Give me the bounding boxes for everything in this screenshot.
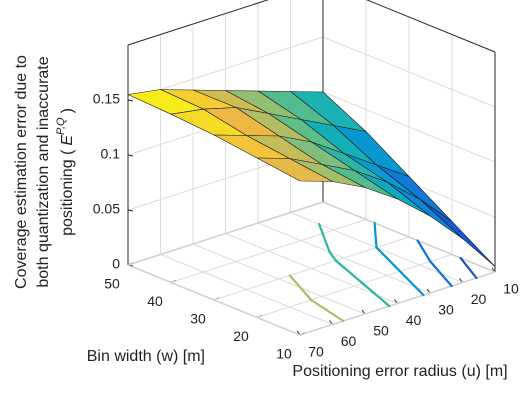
x-tick-label: 60 <box>341 333 357 349</box>
contour-line <box>288 274 302 289</box>
contour-line <box>414 286 425 297</box>
contour-line <box>361 282 378 296</box>
z-axis-label: both quantization and inaccurate <box>35 56 52 287</box>
labels: Bin width (w) [m] Positioning error radi… <box>13 55 519 380</box>
y-tick-label: 50 <box>104 276 120 292</box>
z-label-sup: P,Q <box>55 117 67 135</box>
x-axis-label: Positioning error radius (u) [m] <box>292 363 507 380</box>
z-label-text: positioning ( <box>59 149 76 236</box>
grid-line <box>299 271 496 336</box>
y-tick-label: 10 <box>276 346 292 362</box>
tick-mark <box>127 99 134 102</box>
contour-line <box>299 286 313 302</box>
contour-line <box>429 260 443 275</box>
axis-line <box>365 0 496 53</box>
axis-line <box>127 0 269 46</box>
tick-mark <box>127 154 134 157</box>
grid-line <box>170 219 367 283</box>
tick-mark <box>127 209 134 212</box>
contour-line <box>310 298 345 323</box>
x-tick-label: 70 <box>308 344 324 360</box>
z-axis-label: Coverage estimation error due to <box>13 55 30 289</box>
x-tick-label: 40 <box>406 312 422 328</box>
grid-line <box>213 236 410 301</box>
surface <box>127 89 496 267</box>
contour-line <box>373 221 378 249</box>
floor <box>127 201 496 336</box>
contour-line <box>318 223 324 235</box>
z-axis-label: positioning ( EP,Q) <box>55 108 76 236</box>
z-label-close: ) <box>59 108 76 113</box>
surface-cell <box>386 181 463 239</box>
contour-line <box>321 232 331 254</box>
contour-line <box>439 272 453 288</box>
z-tick-label: 0.15 <box>93 91 120 107</box>
y-tick-label: 40 <box>147 293 163 309</box>
z-label-var: E <box>59 135 76 146</box>
contour-line <box>459 256 478 280</box>
x-tick-label: 50 <box>373 323 389 339</box>
contour-line <box>375 246 402 273</box>
y-tick-label: 20 <box>233 328 249 344</box>
z-tick-label: 0.05 <box>93 201 120 217</box>
contour-line <box>374 293 391 308</box>
grid-line <box>256 254 453 318</box>
z-tick-label: 0 <box>112 256 120 272</box>
grid-line <box>127 201 324 266</box>
x-tick-label: 20 <box>471 291 487 307</box>
x-tick-label: 10 <box>503 281 519 297</box>
contour-line <box>334 259 364 285</box>
y-axis-label: Bin width (w) [m] <box>87 348 205 365</box>
z-tick-label: 0.1 <box>101 146 121 162</box>
surface-cell <box>256 157 333 182</box>
contour-line <box>328 251 337 262</box>
x-tick-label: 30 <box>438 302 454 318</box>
y-tick-label: 30 <box>190 311 206 327</box>
contour-line <box>416 239 432 263</box>
contour-line <box>398 270 417 289</box>
